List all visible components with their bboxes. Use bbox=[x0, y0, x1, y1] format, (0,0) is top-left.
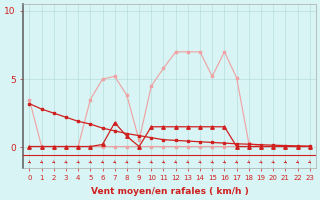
X-axis label: Vent moyen/en rafales ( km/h ): Vent moyen/en rafales ( km/h ) bbox=[91, 187, 248, 196]
